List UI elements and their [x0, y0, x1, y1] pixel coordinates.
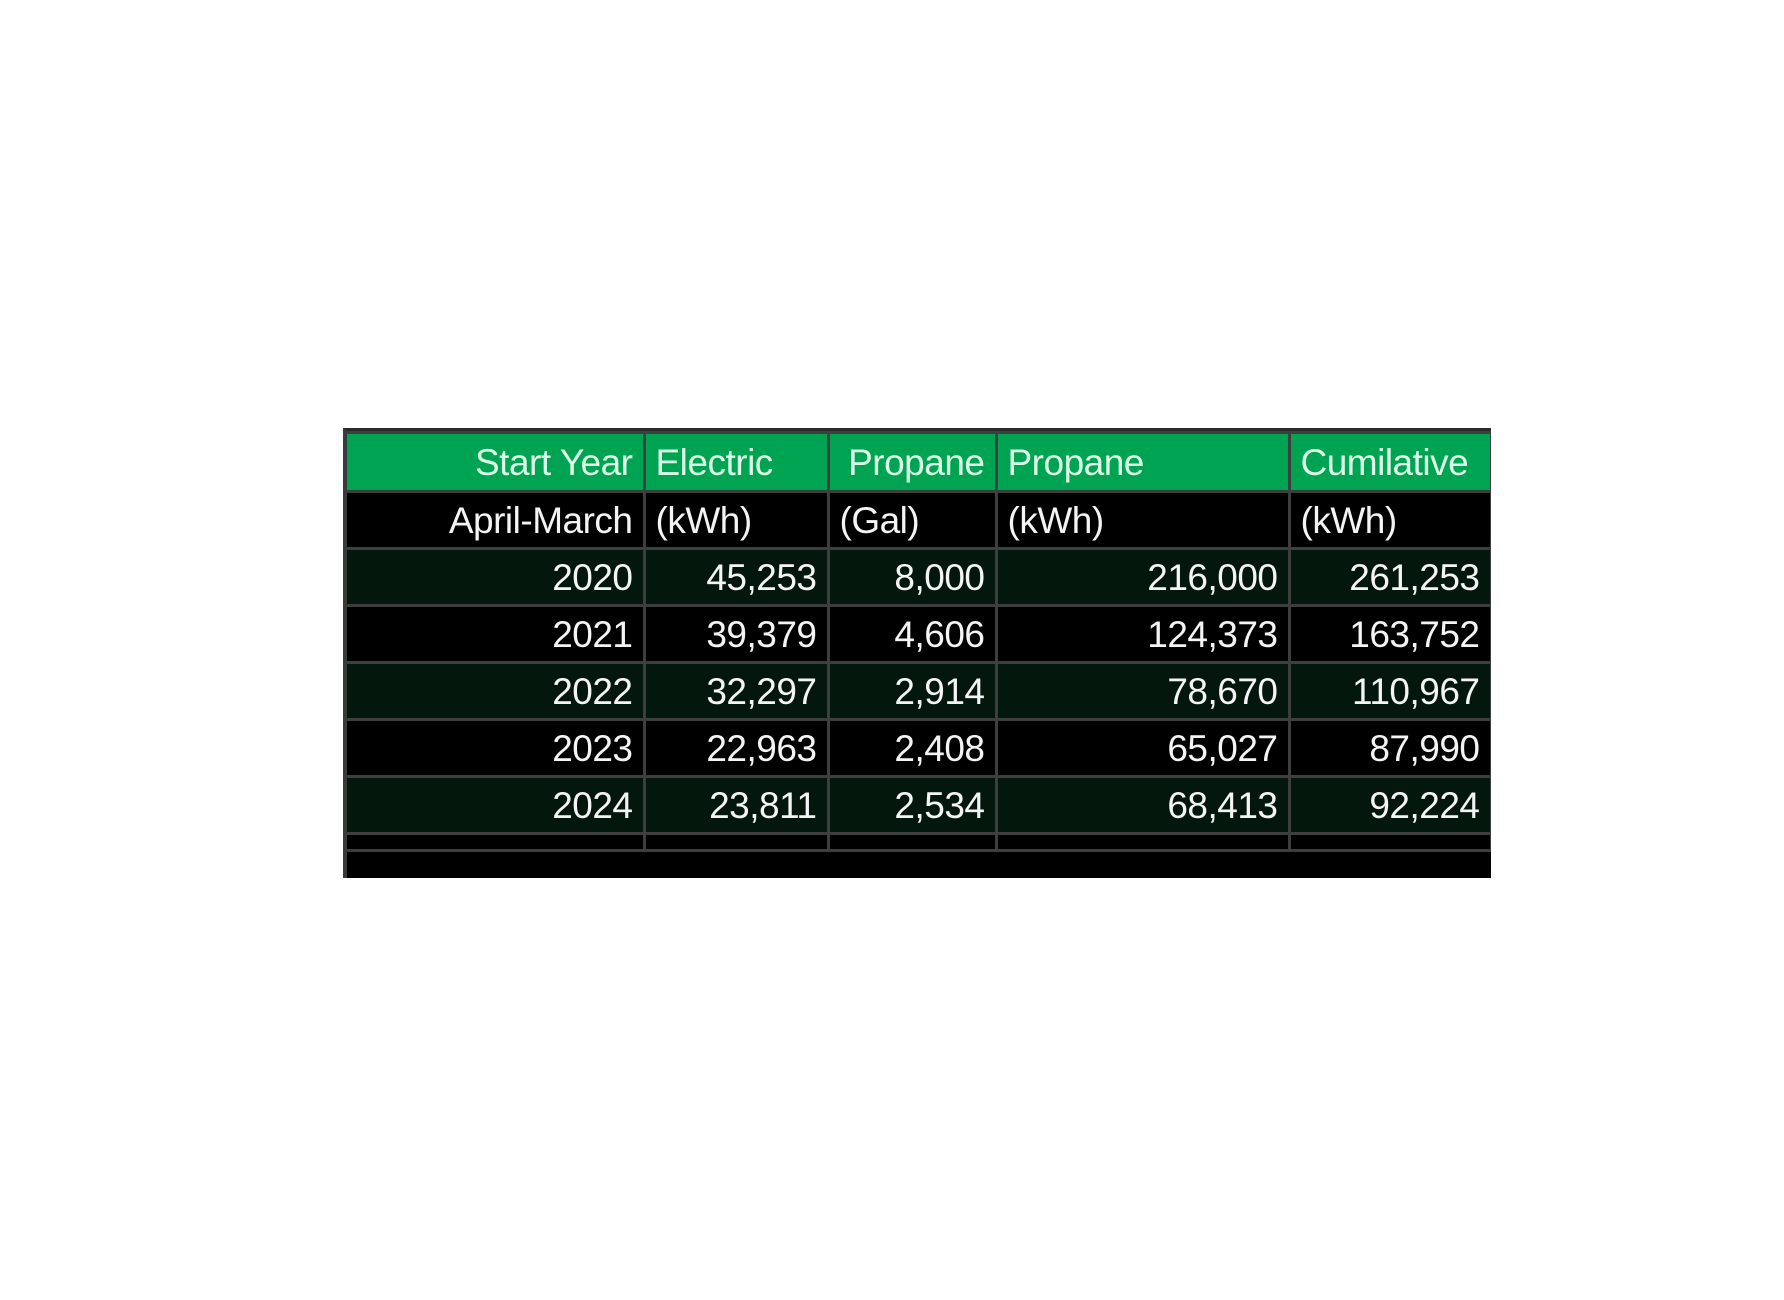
header-electric: Electric	[642, 431, 830, 493]
cell: 39,379	[642, 604, 830, 664]
cell: 87,990	[1287, 718, 1491, 778]
cell: 163,752	[1287, 604, 1491, 664]
cell: 2,408	[826, 718, 998, 778]
header-start-year: Start Year	[347, 431, 646, 493]
header-propane-kwh: Propane	[994, 431, 1291, 493]
table-row: 2024 23,811 2,534 68,413 92,224	[347, 775, 1491, 835]
cell: 23,811	[642, 775, 830, 835]
unit-row: April-March (kWh) (Gal) (kWh) (kWh)	[347, 490, 1491, 550]
header-cumulative: Cumilative	[1287, 431, 1491, 493]
unit-cell: April-March	[347, 490, 646, 550]
cell: 4,606	[826, 604, 998, 664]
cell: 110,967	[1287, 661, 1491, 721]
cell: 45,253	[642, 547, 830, 607]
cell: 216,000	[994, 547, 1291, 607]
cell: 2020	[347, 547, 646, 607]
cut-off-row	[347, 832, 1491, 852]
header-row: Start Year Electric Propane Propane Cumi…	[347, 431, 1491, 493]
unit-cell: (Gal)	[826, 490, 998, 550]
cell: 2022	[347, 661, 646, 721]
cell: 78,670	[994, 661, 1291, 721]
table-row: 2021 39,379 4,606 124,373 163,752	[347, 604, 1491, 664]
cell: 65,027	[994, 718, 1291, 778]
cell: 2,534	[826, 775, 998, 835]
cell: 8,000	[826, 547, 998, 607]
cell: 124,373	[994, 604, 1291, 664]
cell: 92,224	[1287, 775, 1491, 835]
unit-cell: (kWh)	[1287, 490, 1491, 550]
cell: 2021	[347, 604, 646, 664]
cell: 2024	[347, 775, 646, 835]
cell: 2,914	[826, 661, 998, 721]
unit-cell: (kWh)	[994, 490, 1291, 550]
cell: 2023	[347, 718, 646, 778]
unit-cell: (kWh)	[642, 490, 830, 550]
table-row: 2020 45,253 8,000 216,000 261,253	[347, 547, 1491, 607]
cell: 68,413	[994, 775, 1291, 835]
cell: 32,297	[642, 661, 830, 721]
table-row: 2022 32,297 2,914 78,670 110,967	[347, 661, 1491, 721]
cell: 22,963	[642, 718, 830, 778]
header-propane-gal: Propane	[826, 431, 998, 493]
cell: 261,253	[1287, 547, 1491, 607]
energy-usage-table: Start Year Electric Propane Propane Cumi…	[343, 428, 1491, 878]
table-row: 2023 22,963 2,408 65,027 87,990	[347, 718, 1491, 778]
